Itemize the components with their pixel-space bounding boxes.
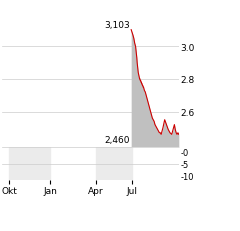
Bar	[9, 148, 50, 180]
Text: 3,103: 3,103	[105, 21, 130, 30]
Text: 2,460: 2,460	[105, 136, 130, 145]
Bar	[96, 148, 132, 180]
